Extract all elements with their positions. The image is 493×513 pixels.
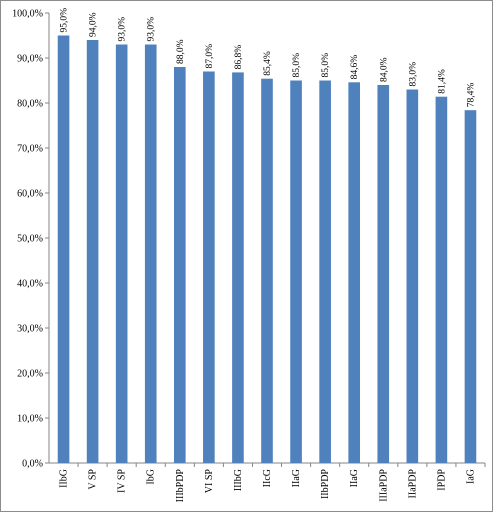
data-label: 87,0% bbox=[205, 44, 215, 69]
category-label: IIaPDP bbox=[407, 469, 418, 499]
bar bbox=[377, 85, 390, 463]
category-label: IIbPDP bbox=[320, 469, 331, 499]
bar bbox=[232, 72, 244, 464]
data-label: 94,0% bbox=[89, 12, 99, 37]
category-label: V SP bbox=[88, 469, 99, 490]
y-tick-label: 10,0% bbox=[17, 414, 43, 425]
data-label: 85,4% bbox=[263, 51, 273, 76]
y-tick-label: 40,0% bbox=[17, 279, 43, 290]
bar bbox=[86, 40, 99, 463]
data-labels: 95,0% 94,0% 93,0% 93,0% 88,0% 87,0% 86,8% 85,4%… bbox=[60, 8, 477, 107]
y-axis-ticks: 0,0% 10,0% 20,0% 30,0% 40,0% 50,0% 60,0% 70,0% 8… bbox=[12, 9, 49, 470]
category-label: VI SP bbox=[204, 469, 215, 494]
bar bbox=[290, 80, 302, 463]
bar bbox=[348, 82, 361, 464]
data-label: 85,0% bbox=[292, 53, 302, 78]
bar bbox=[57, 35, 70, 463]
category-label: IaG bbox=[465, 469, 476, 484]
data-label: 85,0% bbox=[321, 53, 331, 78]
category-label: IIIbPDP bbox=[175, 469, 186, 503]
data-label: 81,4% bbox=[437, 69, 447, 94]
data-label: 83,0% bbox=[408, 62, 418, 87]
y-tick-label: 70,0% bbox=[17, 144, 43, 155]
bar bbox=[319, 80, 331, 463]
y-tick-label: 20,0% bbox=[17, 369, 43, 380]
category-label: IIbG bbox=[59, 469, 70, 488]
category-label: IPDP bbox=[436, 469, 447, 491]
bar bbox=[261, 78, 273, 463]
data-label: 88,0% bbox=[176, 39, 186, 64]
data-label: 78,4% bbox=[466, 83, 476, 108]
bar bbox=[464, 110, 477, 463]
category-labels: IIbG V SP IV SP IbG IIIbPDP VI SP IIIbG IIcG IIa… bbox=[59, 469, 477, 503]
category-label: IIIbG bbox=[233, 469, 244, 491]
bars bbox=[57, 35, 486, 467]
data-label: 93,0% bbox=[118, 17, 128, 42]
bar bbox=[144, 44, 157, 463]
y-tick-label: 90,0% bbox=[17, 54, 43, 65]
category-label: IV SP bbox=[117, 469, 128, 493]
y-tick-label: 50,0% bbox=[17, 234, 43, 245]
data-label: 84,6% bbox=[350, 55, 360, 80]
bar bbox=[173, 67, 186, 463]
y-tick-label: 30,0% bbox=[17, 324, 43, 335]
bar bbox=[203, 71, 215, 463]
data-label: 93,0% bbox=[147, 17, 157, 42]
category-label: IIcG bbox=[262, 469, 273, 487]
bar bbox=[406, 89, 419, 463]
category-label: IIaG bbox=[291, 469, 302, 487]
category-label: IIaG bbox=[349, 469, 360, 487]
y-tick-label: 80,0% bbox=[17, 99, 43, 110]
data-label: 95,0% bbox=[60, 8, 70, 33]
bar bbox=[435, 96, 448, 463]
y-tick-label: 100,0% bbox=[12, 9, 43, 20]
category-label: IbG bbox=[146, 469, 157, 485]
bar bbox=[115, 44, 128, 463]
y-tick-label: 0,0% bbox=[22, 459, 43, 470]
data-label: 86,8% bbox=[234, 45, 244, 70]
data-label: 84,0% bbox=[379, 57, 389, 82]
y-tick-label: 60,0% bbox=[17, 189, 43, 200]
category-label: IIIaPDP bbox=[378, 469, 389, 502]
